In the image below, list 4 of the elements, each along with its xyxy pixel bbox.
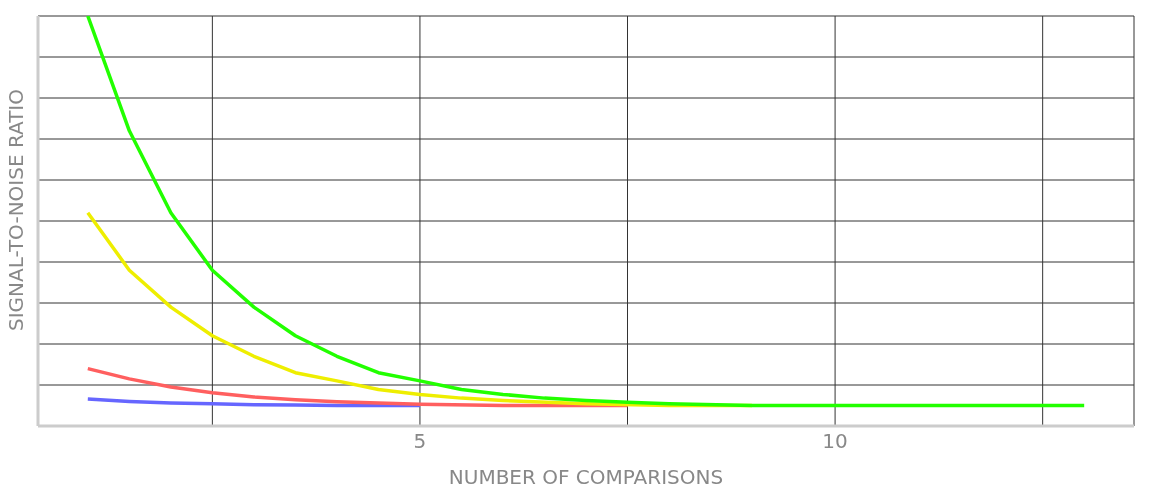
x-tick-label: 5 [413,429,427,454]
y-axis-title: SIGNAL-TO-NOISE RATIO [4,88,29,331]
x-tick-label: 10 [822,429,848,454]
x-axis-title: NUMBER OF COMPARISONS [448,465,724,489]
